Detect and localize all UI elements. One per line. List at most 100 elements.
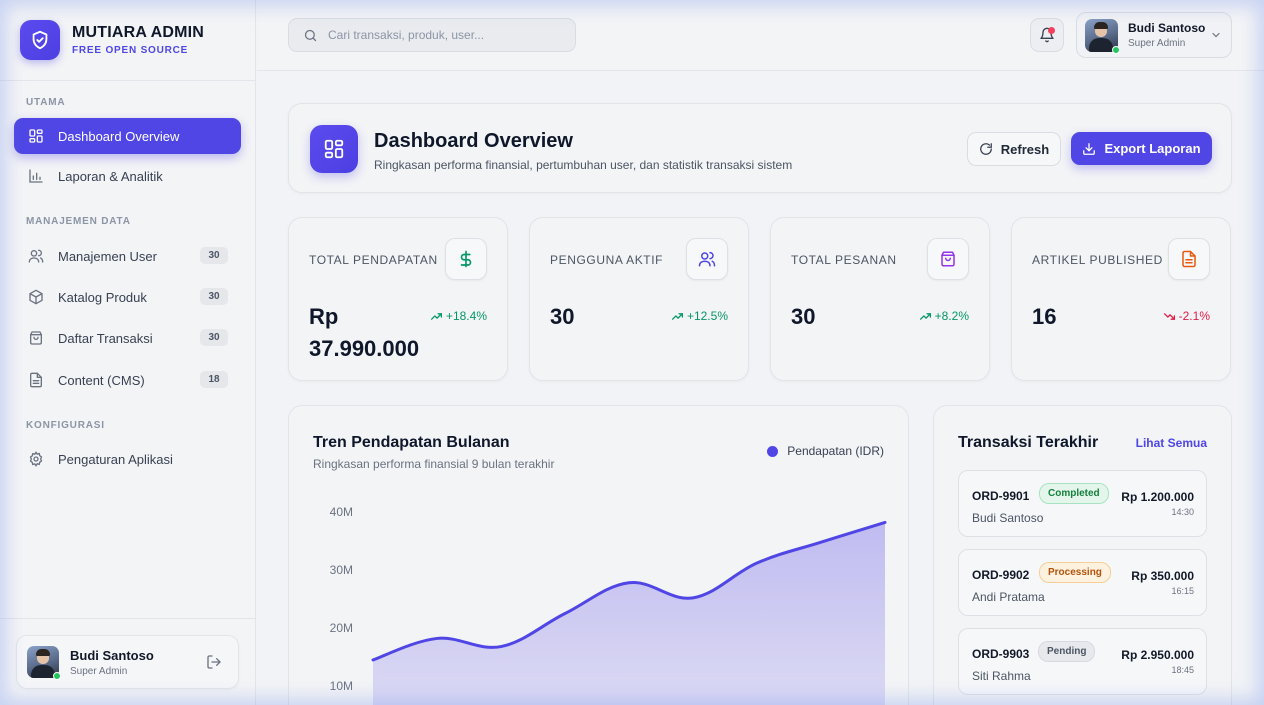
chart-title: Tren Pendapatan Bulanan — [313, 434, 510, 451]
page-subtitle: Ringkasan performa finansial, pertumbuha… — [374, 158, 793, 172]
box-icon — [27, 289, 44, 306]
sidebar-item-users[interactable]: Manajemen User 30 — [14, 238, 241, 274]
count-badge: 18 — [200, 371, 228, 388]
transaction-item[interactable]: ORD-9901 Completed Budi Santoso Rp 1.200… — [958, 470, 1207, 537]
sidebar-item-laporan[interactable]: Laporan & Analitik — [14, 158, 241, 194]
users-icon — [27, 248, 44, 265]
stat-card-pengguna: PENGGUNA AKTIF 30 +12.5% — [529, 217, 749, 381]
sidebar-item-cms[interactable]: Content (CMS) 18 — [14, 362, 241, 398]
brand-title: MUTIARA ADMIN — [72, 24, 205, 41]
chevron-down-icon — [1210, 29, 1222, 41]
transaction-amount: Rp 2.950.000 — [1121, 648, 1194, 662]
shield-check-icon — [20, 20, 60, 60]
y-tick-label: 10M — [330, 679, 353, 693]
stat-value: Rp 37.990.000 — [309, 304, 420, 361]
status-badge: Processing — [1039, 562, 1111, 583]
transaction-customer: Siti Rahma — [972, 669, 1031, 683]
legend-label: Pendapatan (IDR) — [787, 444, 884, 458]
sidebar-user-card[interactable]: Budi Santoso Super Admin — [16, 635, 239, 689]
stat-label: TOTAL PESANAN — [791, 253, 897, 267]
stat-label: ARTIKEL PUBLISHED — [1032, 253, 1163, 267]
transaction-item[interactable]: ORD-9903 Pending Siti Rahma Rp 2.950.000… — [958, 628, 1207, 695]
transaction-item[interactable]: ORD-9902 Processing Andi Pratama Rp 350.… — [958, 549, 1207, 616]
gear-icon — [27, 451, 44, 468]
transaction-id: ORD-9903 — [972, 647, 1030, 661]
document-icon — [27, 372, 44, 389]
count-badge: 30 — [200, 288, 228, 305]
shopping-bag-icon — [27, 330, 44, 347]
revenue-chart: 40M 30M 20M 10M — [330, 505, 887, 705]
series-area-pendapatan — [373, 522, 885, 705]
refresh-icon — [979, 142, 993, 156]
sidebar-user-role: Super Admin — [70, 665, 128, 677]
sidebar-divider — [0, 618, 256, 619]
stat-trend: +18.4% — [430, 309, 487, 323]
transaction-amount: Rp 350.000 — [1131, 569, 1194, 583]
page-header: Dashboard Overview Ringkasan performa fi… — [288, 103, 1232, 193]
logout-icon[interactable] — [206, 654, 222, 670]
count-badge: 30 — [200, 247, 228, 264]
section-label-konfigurasi: KONFIGURASI — [26, 420, 105, 431]
stat-value: 16 — [1032, 304, 1057, 329]
search-box[interactable] — [288, 18, 576, 52]
export-button[interactable]: Export Laporan — [1071, 132, 1212, 165]
transaction-customer: Budi Santoso — [972, 511, 1044, 525]
stat-trend: -2.1% — [1163, 309, 1210, 323]
view-all-link[interactable]: Lihat Semua — [1135, 436, 1207, 450]
stat-trend-value: +18.4% — [445, 309, 487, 323]
section-label-manajemen: MANAJEMEN DATA — [26, 216, 131, 227]
y-tick-label: 20M — [330, 621, 353, 635]
search-input[interactable] — [328, 28, 558, 42]
section-label-utama: UTAMA — [26, 97, 66, 108]
bar-chart-icon — [27, 168, 44, 185]
chart-legend[interactable]: Pendapatan (IDR) — [767, 444, 884, 458]
brand-subtitle: FREE OPEN SOURCE — [72, 45, 189, 56]
transaction-id: ORD-9902 — [972, 568, 1030, 582]
sidebar-item-dashboard[interactable]: Dashboard Overview — [14, 118, 241, 154]
stat-card-pesanan: TOTAL PESANAN 30 +8.2% — [770, 217, 990, 381]
transaction-time: 16:15 — [1171, 586, 1194, 596]
topbar-user-role: Super Admin — [1128, 38, 1186, 49]
stat-value: 30 — [550, 304, 575, 329]
stat-label: TOTAL PENDAPATAN — [309, 253, 438, 267]
transaction-time: 14:30 — [1171, 507, 1194, 517]
notification-button[interactable] — [1030, 18, 1064, 52]
topbar: Budi Santoso Super Admin — [257, 0, 1264, 71]
status-badge: Pending — [1038, 641, 1096, 662]
sidebar-user-name: Budi Santoso — [70, 647, 154, 663]
stat-trend: +12.5% — [671, 309, 728, 323]
sidebar-item-label: Pengaturan Aplikasi — [58, 451, 173, 467]
revenue-chart-card: Tren Pendapatan Bulanan Ringkasan perfor… — [288, 405, 909, 705]
refresh-label: Refresh — [1000, 141, 1050, 157]
bell-icon — [1039, 27, 1055, 43]
brand[interactable]: MUTIARA ADMIN FREE OPEN SOURCE — [0, 0, 255, 81]
sidebar-item-label: Daftar Transaksi — [58, 330, 153, 346]
user-menu[interactable]: Budi Santoso Super Admin — [1076, 12, 1232, 58]
refresh-button[interactable]: Refresh — [967, 132, 1061, 166]
sidebar-item-label: Content (CMS) — [58, 372, 145, 388]
chart-subtitle: Ringkasan performa finansial 9 bulan ter… — [313, 457, 555, 471]
dollar-icon — [445, 238, 487, 280]
sidebar-item-pengaturan[interactable]: Pengaturan Aplikasi — [14, 441, 241, 477]
grid-icon — [310, 125, 358, 173]
y-tick-label: 30M — [330, 563, 353, 577]
status-badge: Completed — [1039, 483, 1109, 504]
sidebar-item-produk[interactable]: Katalog Produk 30 — [14, 279, 241, 315]
transaction-id: ORD-9901 — [972, 489, 1030, 503]
sidebar-item-transaksi[interactable]: Daftar Transaksi 30 — [14, 320, 241, 356]
avatar — [1085, 18, 1120, 54]
series-line-pendapatan — [371, 520, 887, 662]
sidebar-item-label: Manajemen User — [58, 248, 157, 264]
stat-trend-value: +12.5% — [686, 309, 728, 323]
stat-card-artikel: ARTIKEL PUBLISHED 16 -2.1% — [1011, 217, 1231, 381]
page-title: Dashboard Overview — [374, 130, 573, 152]
y-tick-label: 40M — [330, 505, 353, 519]
shopping-bag-icon — [927, 238, 969, 280]
download-icon — [1082, 142, 1096, 156]
grid-icon — [27, 128, 44, 145]
users-icon — [686, 238, 728, 280]
search-icon — [303, 28, 318, 43]
transaction-customer: Andi Pratama — [972, 590, 1045, 604]
stat-trend-value: -2.1% — [1178, 309, 1210, 323]
stat-value: 30 — [791, 304, 816, 329]
